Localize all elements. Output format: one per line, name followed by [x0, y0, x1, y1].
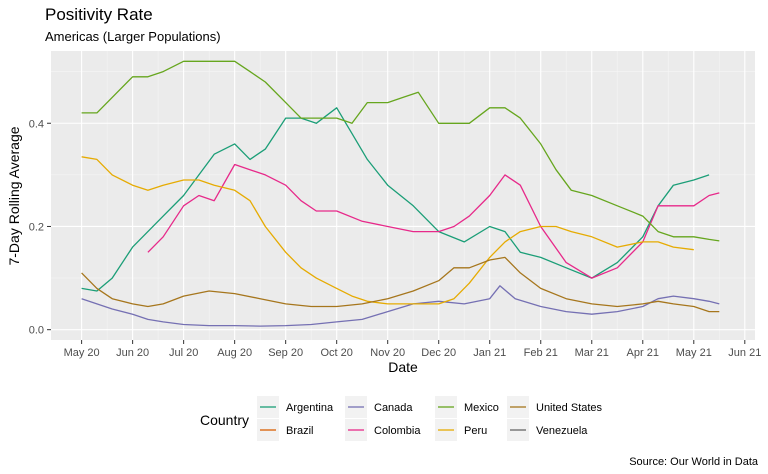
legend: Argentina Brazil Canada Colombia Mexico Peru U… [257, 396, 603, 441]
series-lines [81, 60, 720, 327]
x-tick-label: May 20 [64, 347, 100, 359]
x-axis-ticks: May 20 Jun 20 Jul 20 Aug 20 Sep 20 Oct 20 Nov … [64, 340, 761, 359]
x-tick-label: Dec 20 [421, 347, 456, 359]
legend-label: Argentina [286, 402, 334, 414]
chart-caption: Source: Our World in Data [629, 456, 759, 468]
plot-panel [51, 51, 755, 340]
x-tick-label: Aug 20 [217, 347, 252, 359]
y-tick-label: 0.0 [29, 325, 44, 337]
chart-title: Positivity Rate [45, 5, 153, 24]
x-tick-label: Nov 20 [370, 347, 405, 359]
y-tick-label: 0.4 [29, 118, 44, 130]
x-axis-label: Date [388, 359, 418, 375]
x-tick-label: Feb 21 [524, 347, 558, 359]
x-tick-label: Apr 21 [627, 347, 659, 359]
x-tick-label: Jul 20 [169, 347, 198, 359]
minor-gridlines [51, 51, 755, 340]
x-tick-label: Oct 20 [320, 347, 352, 359]
series-line-united-states [81, 256, 720, 313]
y-axis-ticks: 0.0 0.2 0.4 [29, 118, 51, 337]
legend-label: Peru [464, 425, 487, 437]
y-axis-label: 7-Day Rolling Average [6, 126, 22, 265]
y-tick-label: 0.2 [29, 221, 44, 233]
x-tick-label: Sep 20 [268, 347, 303, 359]
series-line-argentina [81, 107, 710, 292]
x-tick-label: Jun 21 [728, 347, 761, 359]
x-tick-label: Mar 21 [575, 347, 609, 359]
legend-label: Venezuela [536, 425, 588, 437]
x-tick-label: May 21 [676, 347, 712, 359]
legend-label: United States [536, 402, 603, 414]
chart-subtitle: Americas (Larger Populations) [45, 29, 221, 44]
x-tick-label: Jan 21 [473, 347, 506, 359]
legend-title: Country [200, 412, 249, 428]
legend-label: Mexico [464, 402, 499, 414]
legend-label: Canada [374, 402, 413, 414]
x-tick-label: Jun 20 [116, 347, 149, 359]
legend-label: Colombia [374, 425, 421, 437]
legend-label: Brazil [286, 425, 314, 437]
series-line-peru [81, 156, 694, 305]
series-line-mexico [81, 60, 720, 242]
